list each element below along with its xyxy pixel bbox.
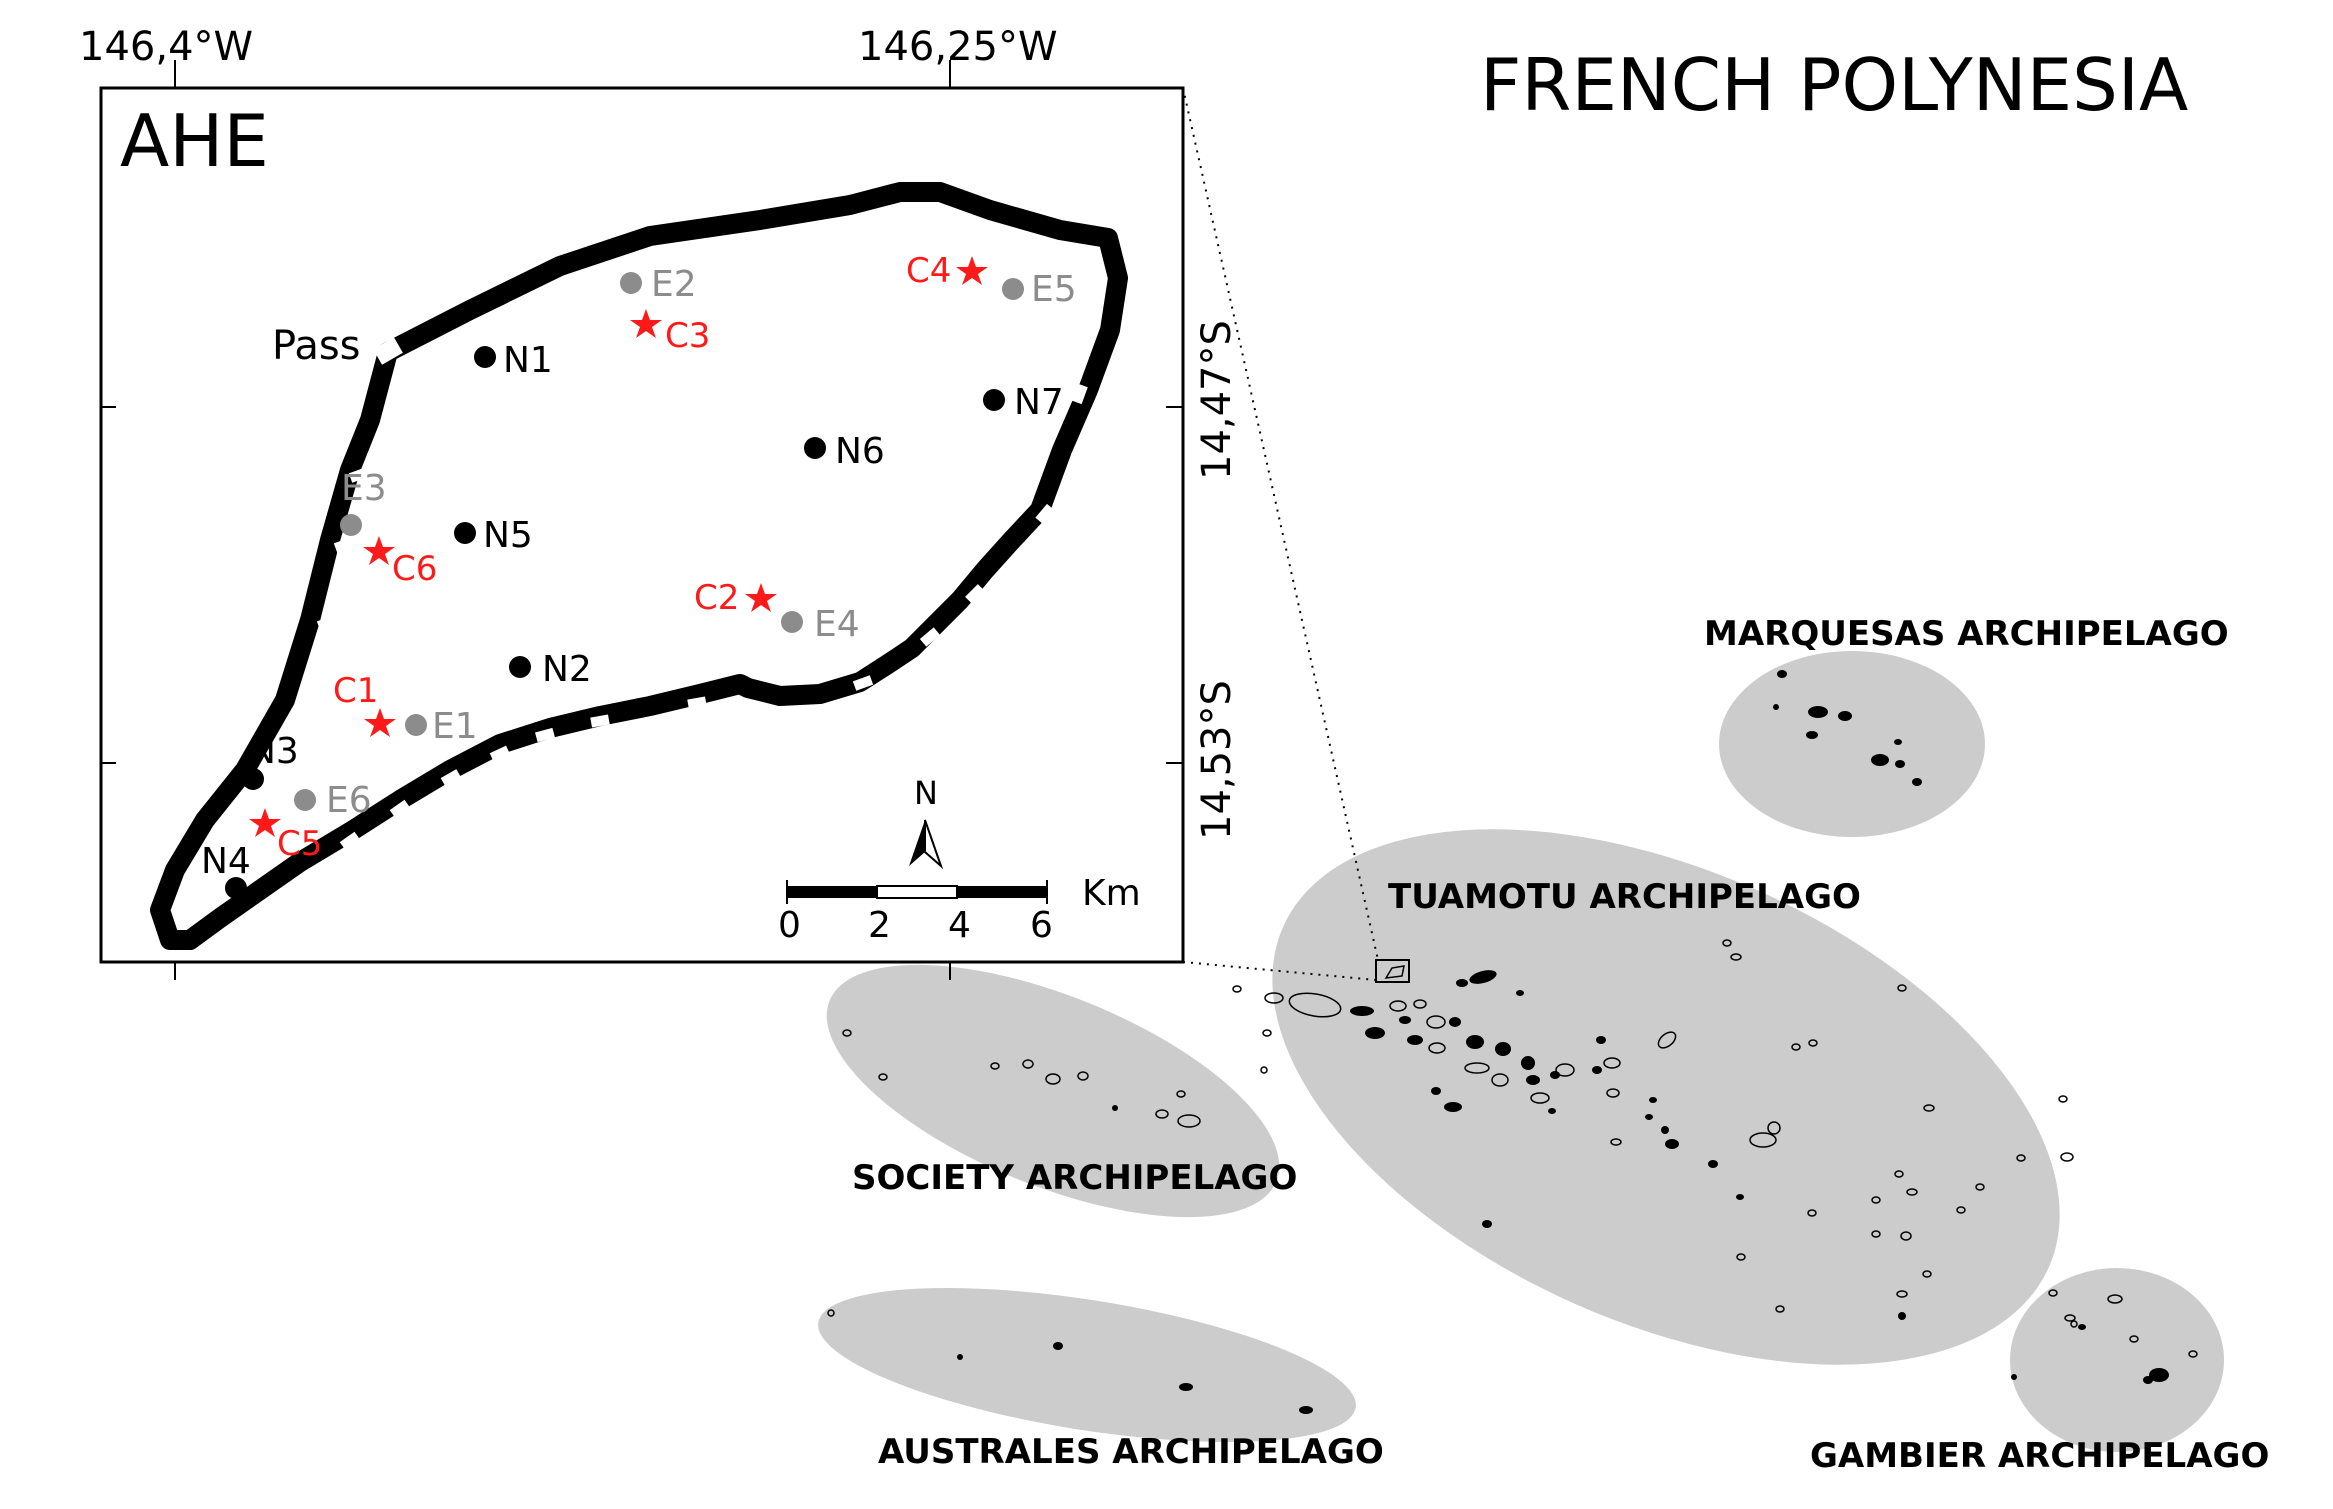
station-E2-label: E2: [651, 264, 697, 305]
inset-connector-bottom: [1182, 961, 1377, 981]
station-C3-marker: [630, 309, 662, 338]
station-C5-marker: [249, 808, 281, 837]
station-E4-marker: [781, 611, 803, 633]
station-C4-marker: [956, 256, 988, 285]
station-N1-marker: [474, 346, 496, 368]
station-C6-marker: [363, 536, 395, 565]
station-N2-label: N2: [542, 649, 592, 690]
stations-C: C1 C2 C3 C4 C5 C6: [249, 251, 988, 864]
station-E3-marker: [340, 514, 362, 536]
station-N3-label: N3: [249, 731, 299, 772]
station-N6-marker: [804, 437, 826, 459]
north-arrow-icon: [909, 819, 944, 870]
station-C1-marker: [364, 708, 396, 737]
station-C2-marker: [745, 583, 777, 612]
inset-connector-top: [1182, 87, 1379, 961]
station-E6-marker: [294, 789, 316, 811]
station-E4-label: E4: [814, 604, 860, 645]
station-E1-marker: [405, 714, 427, 736]
scale-bar: [786, 880, 1048, 904]
station-N4-marker: [225, 877, 247, 899]
station-C6-label: C6: [392, 549, 437, 589]
station-N5-label: N5: [483, 515, 533, 556]
scale-tick-2: 2: [868, 905, 891, 946]
stations-N: N1 N2 N3 N4 N5 N6 N7: [201, 340, 1064, 899]
station-N5-marker: [454, 522, 476, 544]
station-N7-marker: [983, 389, 1005, 411]
station-E1-label: E1: [432, 706, 478, 747]
station-C2-label: C2: [694, 578, 739, 618]
station-N4-label: N4: [201, 841, 251, 882]
lat-label-2: 14,53°S: [1194, 680, 1240, 840]
island-group-outline: [827, 939, 2198, 1358]
station-C5-label: C5: [277, 824, 322, 864]
ahe-locator-box: [1375, 959, 1410, 983]
station-C3-label: C3: [665, 316, 710, 356]
station-E6-label: E6: [326, 780, 372, 821]
station-N2-marker: [509, 656, 531, 678]
station-N3-marker: [242, 768, 264, 790]
station-N1-label: N1: [503, 340, 553, 381]
map-title: FRENCH POLYNESIA: [1480, 43, 2188, 127]
station-N6-label: N6: [835, 431, 885, 472]
station-C1-label: C1: [333, 671, 378, 711]
lon-label-1: 146,4°W: [79, 24, 253, 70]
station-E5-label: E5: [1031, 269, 1077, 310]
scale-tick-0: 0: [778, 905, 801, 946]
ahe-atoll-reef: [150, 182, 1128, 950]
inset-map: 146,4°W 146,25°W 14,47°S 14,53°S AHE: [79, 24, 1240, 980]
australes-label: AUSTRALES ARCHIPELAGO: [878, 1432, 1384, 1472]
station-E3-label: E3: [341, 468, 387, 509]
scale-unit: Km: [1082, 873, 1141, 914]
marquesas-label: MARQUESAS ARCHIPELAGO: [1704, 614, 2229, 654]
inset-name: AHE: [120, 99, 269, 183]
gambier-region: [2010, 1268, 2224, 1452]
gambier-label: GAMBIER ARCHIPELAGO: [1810, 1436, 2269, 1476]
society-region: [826, 964, 1280, 1218]
station-E2-marker: [620, 272, 642, 294]
north-label: N: [914, 774, 938, 812]
station-C4-label: C4: [906, 251, 951, 291]
station-N7-label: N7: [1014, 382, 1064, 423]
station-E5-marker: [1002, 278, 1024, 300]
pass-label: Pass: [272, 323, 361, 369]
tuamotu-region: [1272, 829, 2060, 1365]
archipelago-regions: [818, 651, 2224, 1452]
marquesas-region: [1719, 651, 1985, 837]
stations-E: E1 E2 E3 E4 E5 E6: [294, 264, 1077, 821]
island-group-black: [957, 670, 2169, 1414]
scale-tick-6: 6: [1030, 905, 1053, 946]
lon-label-2: 146,25°W: [858, 24, 1058, 70]
lat-label-1: 14,47°S: [1194, 320, 1240, 480]
scale-tick-4: 4: [948, 905, 971, 946]
australes-region: [818, 1287, 1356, 1443]
tuamotu-label: TUAMOTU ARCHIPELAGO: [1388, 877, 1861, 917]
ahe-locator-atoll: [1384, 965, 1405, 979]
society-label: SOCIETY ARCHIPELAGO: [852, 1158, 1297, 1198]
